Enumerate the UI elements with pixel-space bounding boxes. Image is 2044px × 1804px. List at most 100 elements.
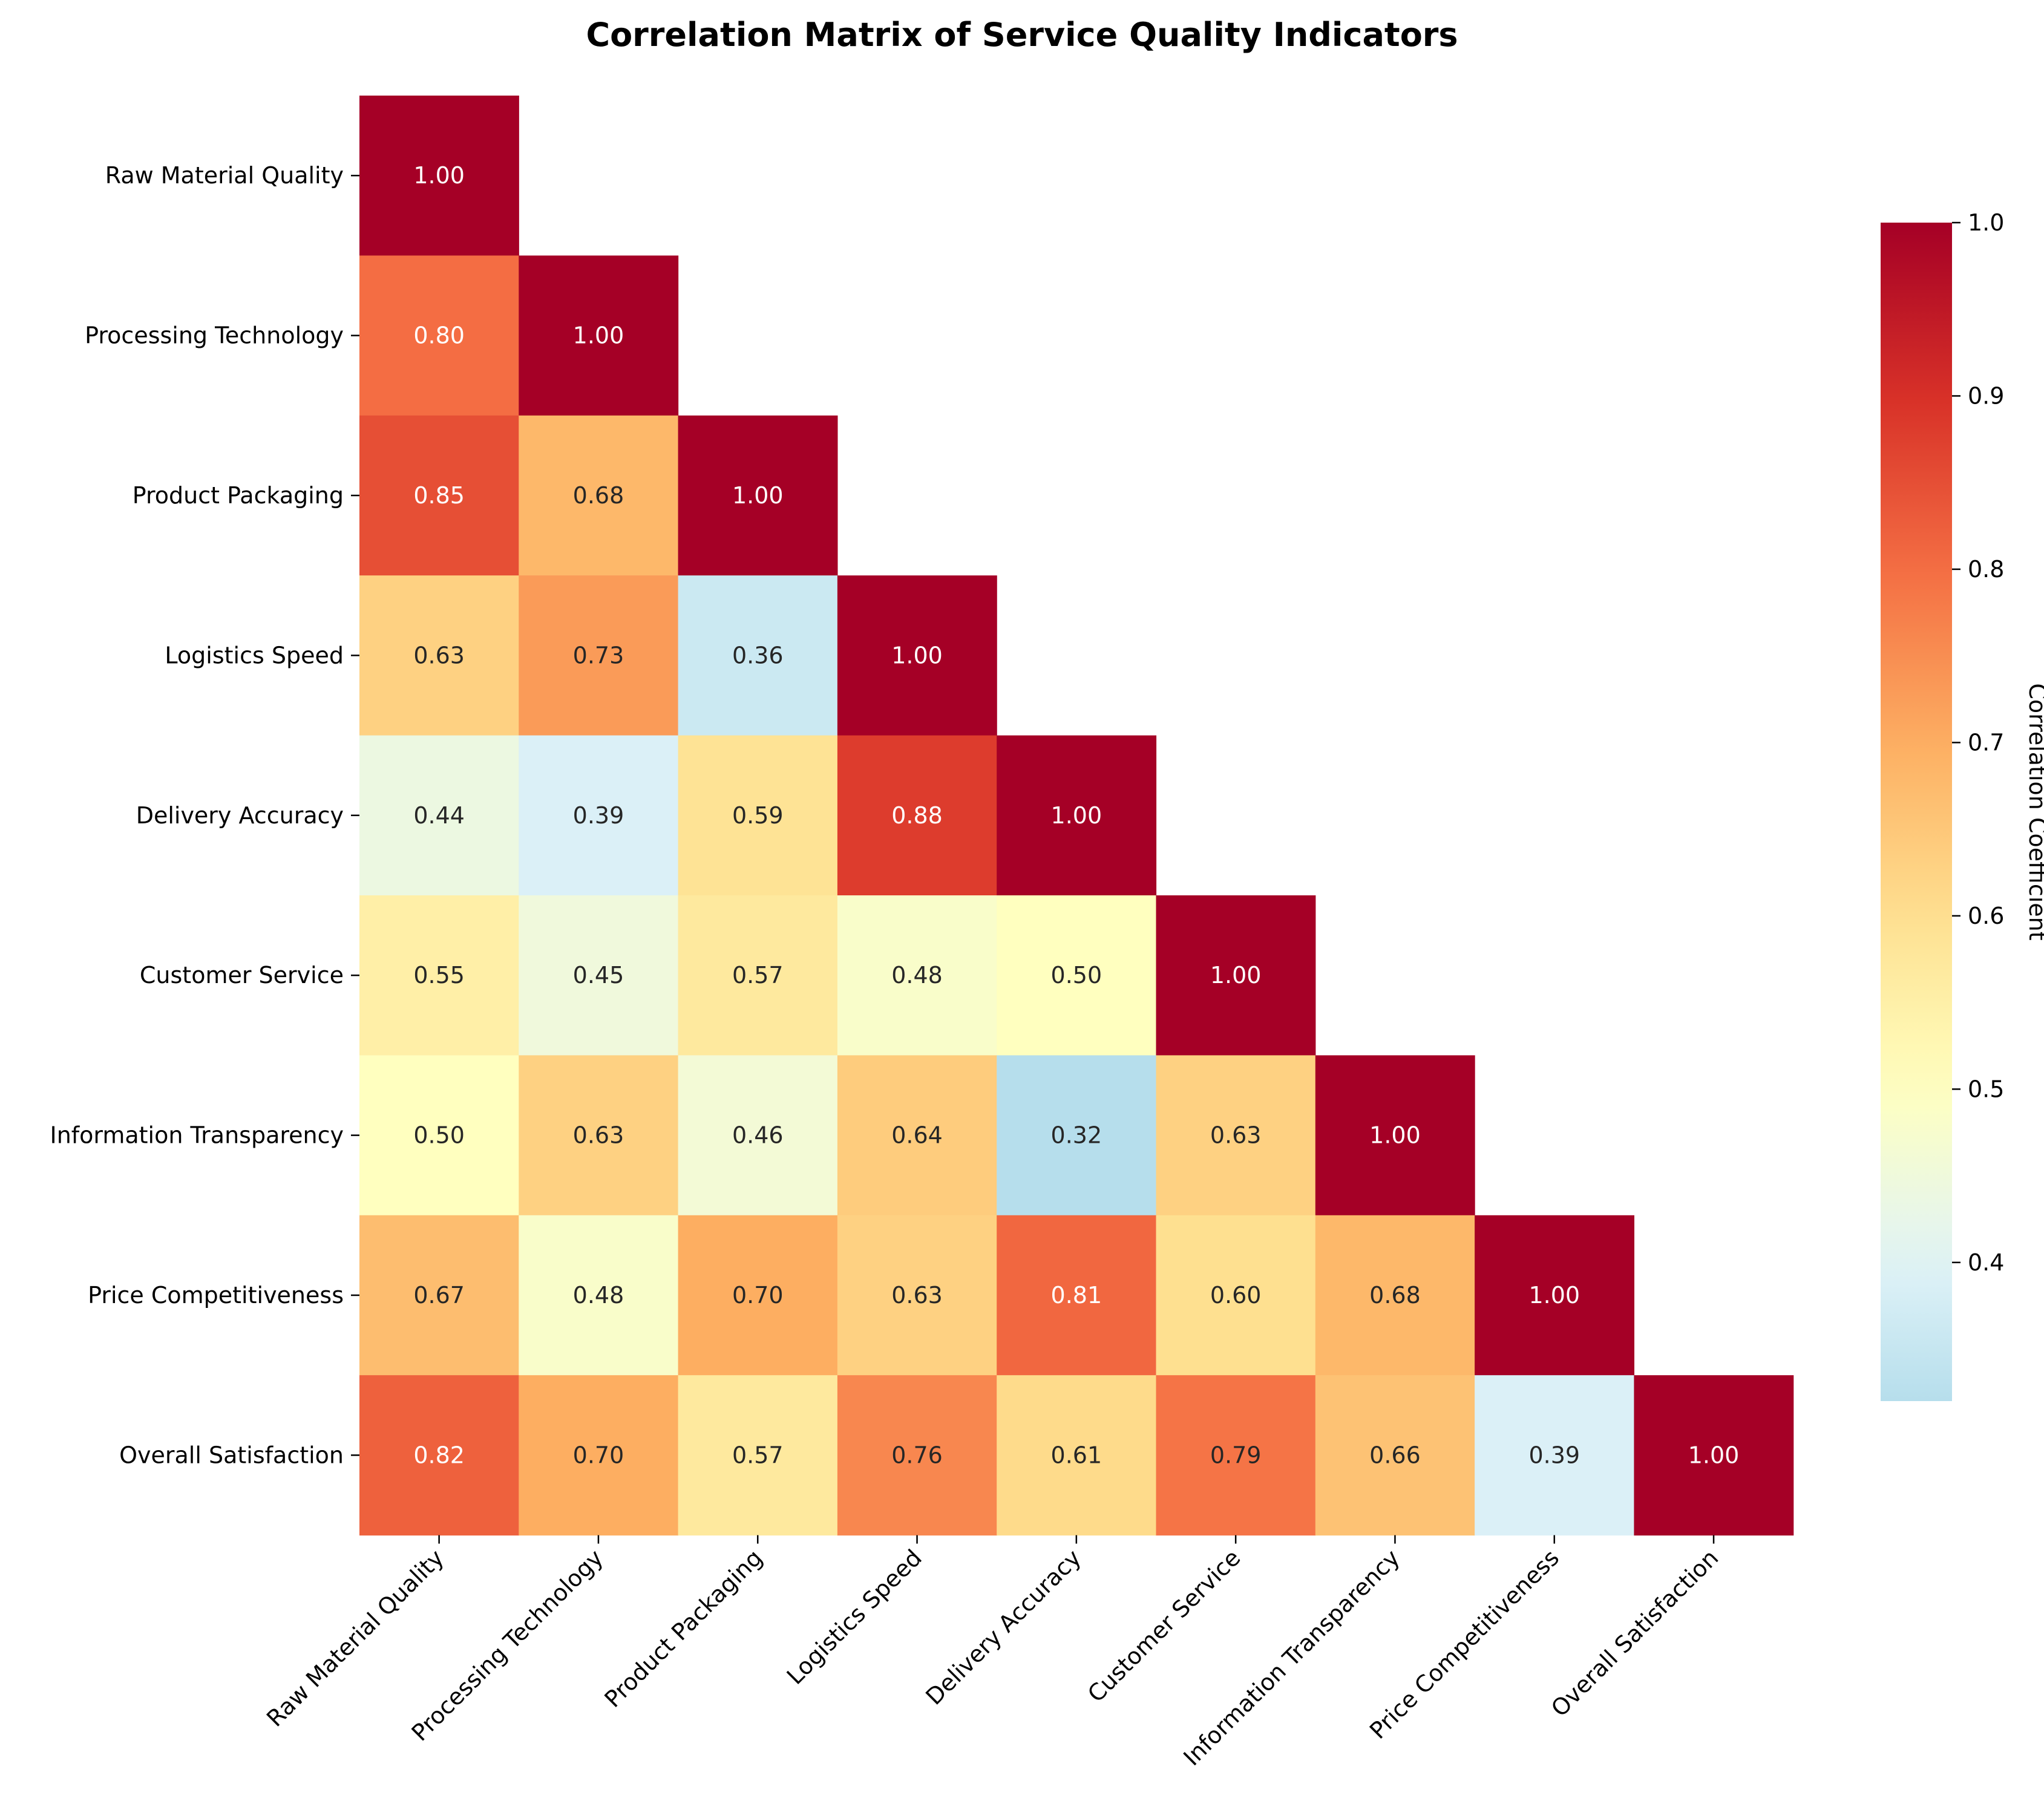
cell-value-label: 1.00 (413, 162, 465, 189)
cell-value-label: 0.63 (413, 642, 465, 668)
heatmap-cell (519, 1215, 679, 1376)
cell-value-label: 0.63 (891, 1282, 943, 1309)
y-tick-label: Product Packaging (133, 482, 344, 509)
cell-value-label: 0.70 (732, 1282, 784, 1309)
cell-value-label: 0.36 (732, 642, 784, 668)
heatmap-cell (678, 1375, 838, 1536)
x-tick-label: Logistics Speed (782, 1544, 927, 1690)
cell-value-label: 0.61 (1051, 1442, 1102, 1468)
cell-value-label: 1.00 (1051, 802, 1102, 829)
heatmap-cell (519, 1055, 679, 1216)
heatmap-cell (1475, 1215, 1634, 1376)
heatmap-cell (837, 1215, 997, 1376)
colorbar-ticks: 0.4 0.5 0.6 0.7 0.8 0.9 1.0 (1952, 209, 2004, 1276)
cell-value-label: 0.60 (1210, 1282, 1262, 1309)
x-tick-label: Delivery Accuracy (920, 1544, 1086, 1710)
heatmap-cell (1315, 1375, 1475, 1536)
cell-value-label: 0.80 (413, 322, 465, 349)
y-tick-label: Customer Service (140, 962, 344, 989)
cell-value-label: 0.66 (1369, 1442, 1421, 1468)
heatmap-cell (837, 735, 997, 896)
x-tick-label: Product Packaging (600, 1544, 768, 1713)
heatmap-cell (678, 1215, 838, 1376)
heatmap-cell (359, 1055, 519, 1216)
heatmap-cell (1156, 1055, 1316, 1216)
heatmap-cell (1634, 1375, 1794, 1536)
cell-value-label: 0.32 (1051, 1122, 1102, 1149)
cell-value-label: 0.82 (413, 1442, 465, 1468)
heatmap-cell (359, 255, 519, 416)
cell-value-label: 1.00 (1688, 1442, 1740, 1468)
heatmap-cell (519, 735, 679, 896)
colorbar-label: Correlation Coefficient (2024, 683, 2044, 940)
y-tick-label: Logistics Speed (165, 642, 344, 668)
heatmap-cell (1315, 1055, 1475, 1216)
y-tick-label: Information Transparency (50, 1122, 344, 1149)
cell-value-label: 0.64 (891, 1122, 943, 1149)
cell-value-label: 0.68 (1369, 1282, 1421, 1309)
heatmap-cell (359, 575, 519, 736)
cell-value-label: 0.76 (891, 1442, 943, 1468)
cell-value-label: 0.39 (573, 802, 624, 829)
heatmap-cell (837, 575, 997, 736)
heatmap-cell (837, 1375, 997, 1536)
heatmap-cell (997, 895, 1157, 1056)
cell-value-label: 1.00 (573, 322, 624, 349)
cell-value-label: 0.48 (573, 1282, 624, 1309)
heatmap-cell (1315, 1215, 1475, 1376)
x-tick-label: Price Competitiveness (1364, 1544, 1564, 1744)
heatmap-cell (678, 895, 838, 1056)
heatmap-cell (837, 1055, 997, 1216)
heatmap-cell (359, 735, 519, 896)
y-tick-label: Raw Material Quality (105, 162, 344, 189)
cell-value-label: 0.57 (732, 1442, 784, 1468)
cell-value-label: 0.55 (413, 962, 465, 989)
cell-value-label: 0.63 (1210, 1122, 1262, 1149)
heatmap-cell (519, 575, 679, 736)
heatmap-cell (678, 415, 838, 576)
cell-value-label: 0.45 (573, 962, 624, 989)
chart-title: Correlation Matrix of Service Quality In… (586, 16, 1458, 54)
cell-value-label: 0.46 (732, 1122, 784, 1149)
colorbar-tick-label: 0.9 (1968, 382, 2004, 409)
heatmap-cell (997, 735, 1157, 896)
cell-value-label: 0.50 (1051, 962, 1102, 989)
heatmap-cell (678, 1055, 838, 1216)
heatmap-cell (837, 895, 997, 1056)
heatmap-cell (997, 1215, 1157, 1376)
cell-value-label: 0.68 (573, 482, 624, 509)
colorbar-gradient (1881, 223, 1952, 1401)
colorbar-tick-label: 0.8 (1968, 556, 2004, 583)
heatmap-cell (1156, 895, 1316, 1056)
heatmap-cell (359, 415, 519, 576)
heatmap-cell (519, 895, 679, 1056)
heatmap-cell (519, 1375, 679, 1536)
cell-value-label: 0.88 (891, 802, 943, 829)
cell-value-label: 0.59 (732, 802, 784, 829)
heatmap-cell (359, 895, 519, 1056)
heatmap-cell (1475, 1375, 1634, 1536)
y-tick-label: Processing Technology (85, 322, 344, 349)
cell-value-label: 0.73 (573, 642, 624, 668)
y-axis-ticks: Raw Material Quality Processing Technolog… (50, 162, 359, 1468)
heatmap-cells: 1.00 0.80 1.00 0.85 0.68 1.00 0.63 0.73 0.36 1.00… (359, 96, 1794, 1536)
heatmap-cell (519, 415, 679, 576)
heatmap-cell (678, 735, 838, 896)
heatmap-cell (1156, 1215, 1316, 1376)
cell-value-label: 1.00 (1528, 1282, 1580, 1309)
heatmap-cell (1156, 1375, 1316, 1536)
cell-value-label: 0.79 (1210, 1442, 1262, 1468)
colorbar-tick-label: 0.6 (1968, 903, 2004, 929)
colorbar-tick-label: 0.5 (1968, 1076, 2004, 1102)
x-tick-label: Overall Satisfaction (1546, 1544, 1723, 1722)
cell-value-label: 0.44 (413, 802, 465, 829)
colorbar: 0.4 0.5 0.6 0.7 0.8 0.9 1.0 Correlation Coeffi… (1881, 209, 2044, 1401)
cell-value-label: 0.81 (1051, 1282, 1102, 1309)
cell-value-label: 1.00 (1210, 962, 1262, 989)
y-tick-label: Overall Satisfaction (119, 1442, 344, 1468)
cell-value-label: 0.39 (1528, 1442, 1580, 1468)
cell-value-label: 0.50 (413, 1122, 465, 1149)
cell-value-label: 1.00 (891, 642, 943, 668)
